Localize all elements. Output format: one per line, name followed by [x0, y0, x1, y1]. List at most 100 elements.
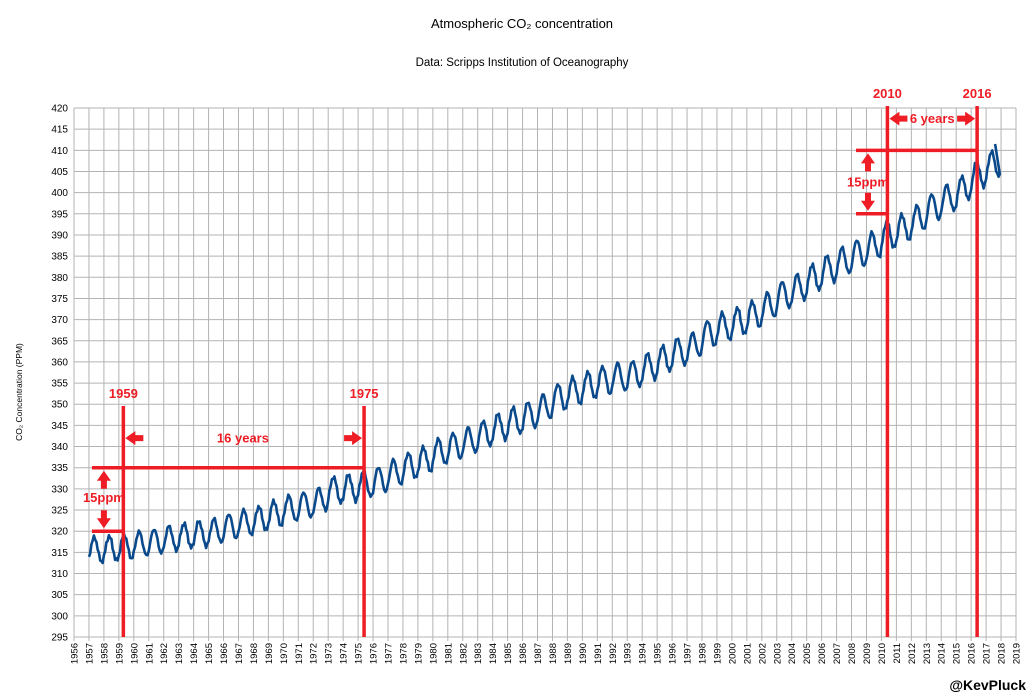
- y-tick-label: 350: [51, 400, 68, 411]
- x-tick-label: 1970: [279, 643, 290, 664]
- co2-series-line: [87, 143, 1002, 565]
- x-tick-label: 1987: [533, 643, 544, 664]
- span-arrow-left-1959: [125, 431, 144, 446]
- x-tick-label: 1965: [204, 643, 215, 664]
- gridlines: [73, 107, 1017, 638]
- x-tick-label: 2008: [847, 643, 858, 664]
- marker-year-label-1975: 1975: [350, 386, 379, 401]
- y-tick-label: 420: [51, 104, 68, 115]
- x-tick-label: 2013: [922, 643, 933, 664]
- x-tick-label: 1966: [219, 643, 230, 664]
- y-tick-label: 415: [51, 125, 68, 136]
- x-tick-label: 1962: [159, 643, 170, 664]
- x-tick-label: 1968: [249, 643, 260, 664]
- x-tick-label: 2006: [817, 643, 828, 664]
- x-tick-label: 2011: [892, 643, 903, 663]
- y-tick-label: 340: [51, 442, 68, 453]
- x-tick-label: 2005: [802, 643, 813, 664]
- chart-subtitle: Data: Scripps Institution of Oceanograph…: [416, 57, 629, 69]
- y-tick-label: 320: [51, 527, 68, 538]
- ppm-label-2: 15ppm: [847, 175, 889, 190]
- ppm-arrow-up-right: [860, 153, 875, 172]
- y-tick-label: 400: [51, 188, 68, 199]
- x-tick-label: 2012: [907, 643, 918, 664]
- x-tick-label: 1998: [698, 643, 709, 664]
- x-tick-label: 1969: [264, 643, 275, 664]
- y-axis-label: CO₂ Concentration (PPM): [14, 343, 24, 441]
- x-tick-label: 2002: [757, 643, 768, 664]
- x-tick-label: 2007: [832, 643, 843, 664]
- y-tick-label: 375: [51, 294, 68, 305]
- y-tick-label: 310: [51, 569, 68, 580]
- x-tick-label: 1994: [638, 643, 649, 664]
- x-tick-label: 1961: [144, 643, 155, 664]
- x-tick-label: 1982: [458, 643, 469, 664]
- credit-label: @KevPluck: [949, 677, 1026, 693]
- annotations: 1959 1975 2010 2016 16 years 6 years 15ppm 15pp…: [83, 86, 992, 637]
- x-tick-label: 1967: [234, 643, 245, 664]
- x-tick-label: 1999: [712, 643, 723, 664]
- y-tick-label: 300: [51, 611, 68, 622]
- span-label-1: 16 years: [217, 431, 269, 446]
- x-tick-label: 2015: [952, 643, 963, 664]
- x-tick-label: 2019: [1012, 643, 1023, 664]
- span-label-2: 6 years: [910, 111, 955, 126]
- x-tick-label: 1984: [488, 643, 499, 664]
- x-tick-label: 1997: [683, 643, 694, 664]
- x-tick-label: 1996: [668, 643, 679, 664]
- y-tick-label: 405: [51, 167, 68, 178]
- y-tick-label: 380: [51, 273, 68, 284]
- ppm-arrow-down-right: [860, 192, 875, 211]
- x-tick-label: 1992: [608, 643, 619, 664]
- y-tick-label: 325: [51, 506, 68, 517]
- ppm-arrow-up-left: [96, 470, 111, 489]
- x-tick-label: 1959: [114, 643, 125, 664]
- span-arrow-right-2016: [957, 111, 976, 126]
- x-tick-label: 1963: [174, 643, 185, 664]
- x-tick-label: 1972: [309, 643, 320, 664]
- x-tick-label: 1985: [503, 643, 514, 664]
- x-tick-label: 2001: [742, 643, 753, 664]
- x-tick-label: 1988: [548, 643, 559, 664]
- y-tick-label: 315: [51, 548, 68, 559]
- x-tick-label: 1960: [129, 643, 140, 664]
- y-tick-label: 390: [51, 230, 68, 241]
- y-tick-label: 295: [51, 633, 68, 644]
- x-tick-label: 2000: [727, 643, 738, 664]
- span-arrow-right-1975: [344, 431, 363, 446]
- y-tick-label: 330: [51, 484, 68, 495]
- x-tick-label: 1990: [578, 643, 589, 664]
- y-tick-label: 395: [51, 209, 68, 220]
- y-tick-label: 385: [51, 252, 68, 263]
- x-tick-label: 1986: [518, 643, 529, 664]
- x-tick-label: 1981: [443, 643, 454, 664]
- y-tick-label: 305: [51, 590, 68, 601]
- x-tick-label: 1980: [428, 643, 439, 664]
- x-tick-label: 1956: [70, 643, 81, 664]
- y-tick-label: 410: [51, 146, 68, 157]
- marker-year-label-2010: 2010: [873, 86, 902, 101]
- x-tick-label: 1976: [369, 643, 380, 664]
- x-tick-label: 1977: [384, 643, 395, 664]
- x-tick-label: 2014: [937, 643, 948, 664]
- y-tick-label: 345: [51, 421, 68, 432]
- marker-year-label-1959: 1959: [109, 386, 138, 401]
- x-tick-label: 2016: [967, 643, 978, 664]
- x-tick-label: 1979: [413, 643, 424, 664]
- series-layer: [87, 143, 1002, 565]
- x-tick-label: 1971: [294, 643, 305, 664]
- x-tick-label: 1995: [653, 643, 664, 664]
- x-tick-label: 1993: [623, 643, 634, 664]
- x-tick-label: 1964: [189, 643, 200, 664]
- ppm-label-1: 15ppm: [83, 490, 125, 505]
- x-tick-label: 1957: [84, 643, 95, 664]
- y-tick-label: 355: [51, 379, 68, 390]
- x-tick-label: 1989: [563, 643, 574, 664]
- span-arrow-left-2010: [889, 111, 908, 126]
- y-tick-labels: 295 300 305 310 315 320 325 330 335 340 345 350 355 3…: [51, 104, 68, 644]
- x-tick-label: 1983: [473, 643, 484, 664]
- x-tick-label: 2003: [772, 643, 783, 664]
- x-tick-label: 1991: [593, 643, 604, 664]
- x-tick-label: 2010: [877, 643, 888, 664]
